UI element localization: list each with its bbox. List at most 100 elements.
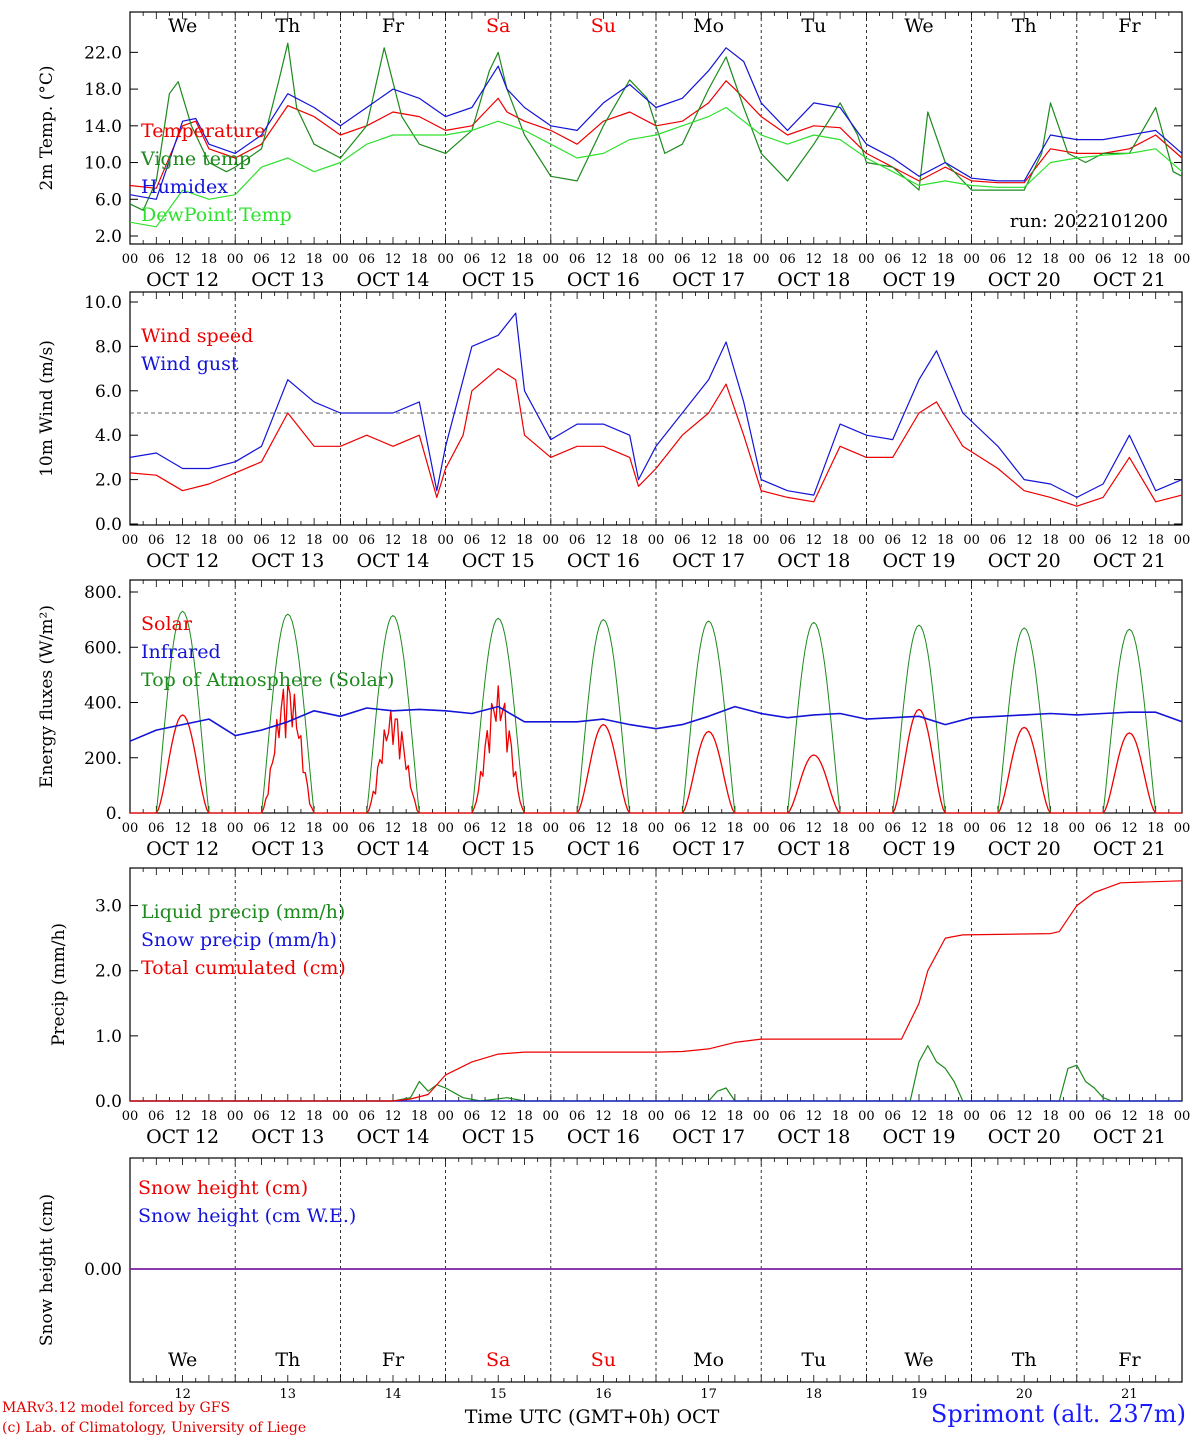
hour-label: 06 (464, 533, 481, 548)
hour-label: 00 (332, 533, 349, 548)
day-number: 19 (911, 1387, 928, 1402)
y-axis-label: Snow height (cm) (37, 1194, 57, 1346)
day-name: Mo (693, 15, 724, 37)
hour-label: 12 (385, 1109, 402, 1124)
y-tick-label: 1.0 (95, 1027, 122, 1047)
y-tick-label: 6.0 (95, 190, 122, 210)
date-label: OCT 18 (777, 269, 850, 291)
date-label: OCT 15 (462, 838, 535, 860)
day-name: Fr (382, 1349, 405, 1371)
hour-label: 18 (516, 821, 533, 836)
hour-label: 00 (437, 821, 454, 836)
hour-label: 12 (490, 533, 507, 548)
hour-label: 06 (884, 821, 901, 836)
date-label: OCT 20 (988, 550, 1061, 572)
day-name: Su (591, 1349, 616, 1371)
hour-label: 18 (516, 252, 533, 267)
date-label: OCT 12 (146, 550, 219, 572)
hour-label: 06 (253, 252, 270, 267)
hour-label: 18 (306, 821, 323, 836)
date-label: OCT 12 (146, 1126, 219, 1148)
legend-entry: Snow precip (mm/h) (141, 929, 337, 951)
hour-label: 12 (174, 252, 191, 267)
hour-label: 18 (832, 252, 849, 267)
hour-label: 18 (411, 821, 428, 836)
hour-label: 18 (727, 821, 744, 836)
date-label: OCT 12 (146, 838, 219, 860)
hour-label: 06 (990, 533, 1007, 548)
date-label: OCT 16 (567, 1126, 640, 1148)
hour-label: 12 (490, 821, 507, 836)
hour-label: 12 (1121, 821, 1138, 836)
hour-label: 12 (1016, 1109, 1033, 1124)
day-number: 16 (595, 1387, 612, 1402)
legend-entry: Total cumulated (cm) (141, 957, 346, 979)
hour-label: 18 (516, 1109, 533, 1124)
hour-label: 12 (700, 252, 717, 267)
date-label: OCT 18 (777, 838, 850, 860)
hour-label: 12 (1016, 252, 1033, 267)
hour-label: 06 (148, 252, 165, 267)
hour-label: 00 (543, 1109, 560, 1124)
hour-label: 00 (963, 1109, 980, 1124)
hour-label: 12 (595, 821, 612, 836)
hour-label: 00 (648, 1109, 665, 1124)
hour-label: 18 (937, 1109, 954, 1124)
hour-label: 00 (437, 252, 454, 267)
day-name: Th (1012, 15, 1037, 37)
legend-entry: Top of Atmosphere (Solar) (141, 669, 394, 691)
hour-label: 12 (280, 1109, 297, 1124)
hour-label: 00 (543, 821, 560, 836)
date-label: OCT 15 (462, 269, 535, 291)
hour-label: 18 (306, 533, 323, 548)
hour-label: 12 (490, 1109, 507, 1124)
hour-label: 00 (227, 1109, 244, 1124)
hour-label: 06 (358, 821, 375, 836)
legend-entry: DewPoint Temp (141, 204, 292, 226)
hour-label: 18 (201, 821, 218, 836)
hour-label: 12 (490, 252, 507, 267)
hour-label: 06 (569, 533, 586, 548)
hour-label: 12 (911, 533, 928, 548)
legend-entry: Wind gust (141, 353, 239, 375)
hour-label: 00 (332, 1109, 349, 1124)
date-label: OCT 21 (1093, 1126, 1166, 1148)
y-axis-label: 10m Wind (m/s) (37, 340, 57, 477)
hour-label: 00 (122, 1109, 139, 1124)
date-label: OCT 16 (567, 269, 640, 291)
hour-label: 18 (306, 252, 323, 267)
hour-label: 12 (174, 1109, 191, 1124)
hour-label: 00 (332, 821, 349, 836)
hour-label: 18 (306, 1109, 323, 1124)
day-name: Fr (382, 15, 405, 37)
hour-label: 06 (253, 533, 270, 548)
y-tick-label: 400. (84, 694, 122, 714)
day-number: 14 (385, 1387, 402, 1402)
hour-label: 06 (569, 1109, 586, 1124)
hour-label: 12 (1016, 533, 1033, 548)
hour-label: 06 (674, 533, 691, 548)
series-line-solar (130, 683, 1182, 814)
hour-label: 12 (595, 252, 612, 267)
hour-label: 18 (832, 533, 849, 548)
date-label: OCT 19 (882, 838, 955, 860)
panel-5: 0.00 Snow height (cm) We Th Fr Sa Su Mo Tu We Th Fr… (37, 1157, 1183, 1402)
y-tick-label: 4.0 (95, 426, 122, 446)
station-name: Sprimont (alt. 237m) (930, 1400, 1186, 1428)
hour-label: 18 (937, 821, 954, 836)
panel-2: 0.0 2.0 4.0 6.0 8.0 10.0 10m Wind (m/s) 00 06 12 1… (37, 291, 1190, 572)
legend-entry: Humidex (141, 176, 228, 198)
hour-label: 00 (963, 533, 980, 548)
hour-label: 06 (148, 533, 165, 548)
day-name: Tu (801, 15, 826, 37)
day-name: Tu (801, 1349, 826, 1371)
hour-label: 00 (1069, 1109, 1086, 1124)
hour-label: 18 (201, 1109, 218, 1124)
hour-label: 18 (621, 252, 638, 267)
y-tick-label: 2.0 (95, 471, 122, 491)
hour-label: 00 (122, 252, 139, 267)
date-label: OCT 17 (672, 269, 745, 291)
hour-label: 00 (1069, 533, 1086, 548)
date-label: OCT 21 (1093, 269, 1166, 291)
hour-label: 12 (806, 821, 823, 836)
